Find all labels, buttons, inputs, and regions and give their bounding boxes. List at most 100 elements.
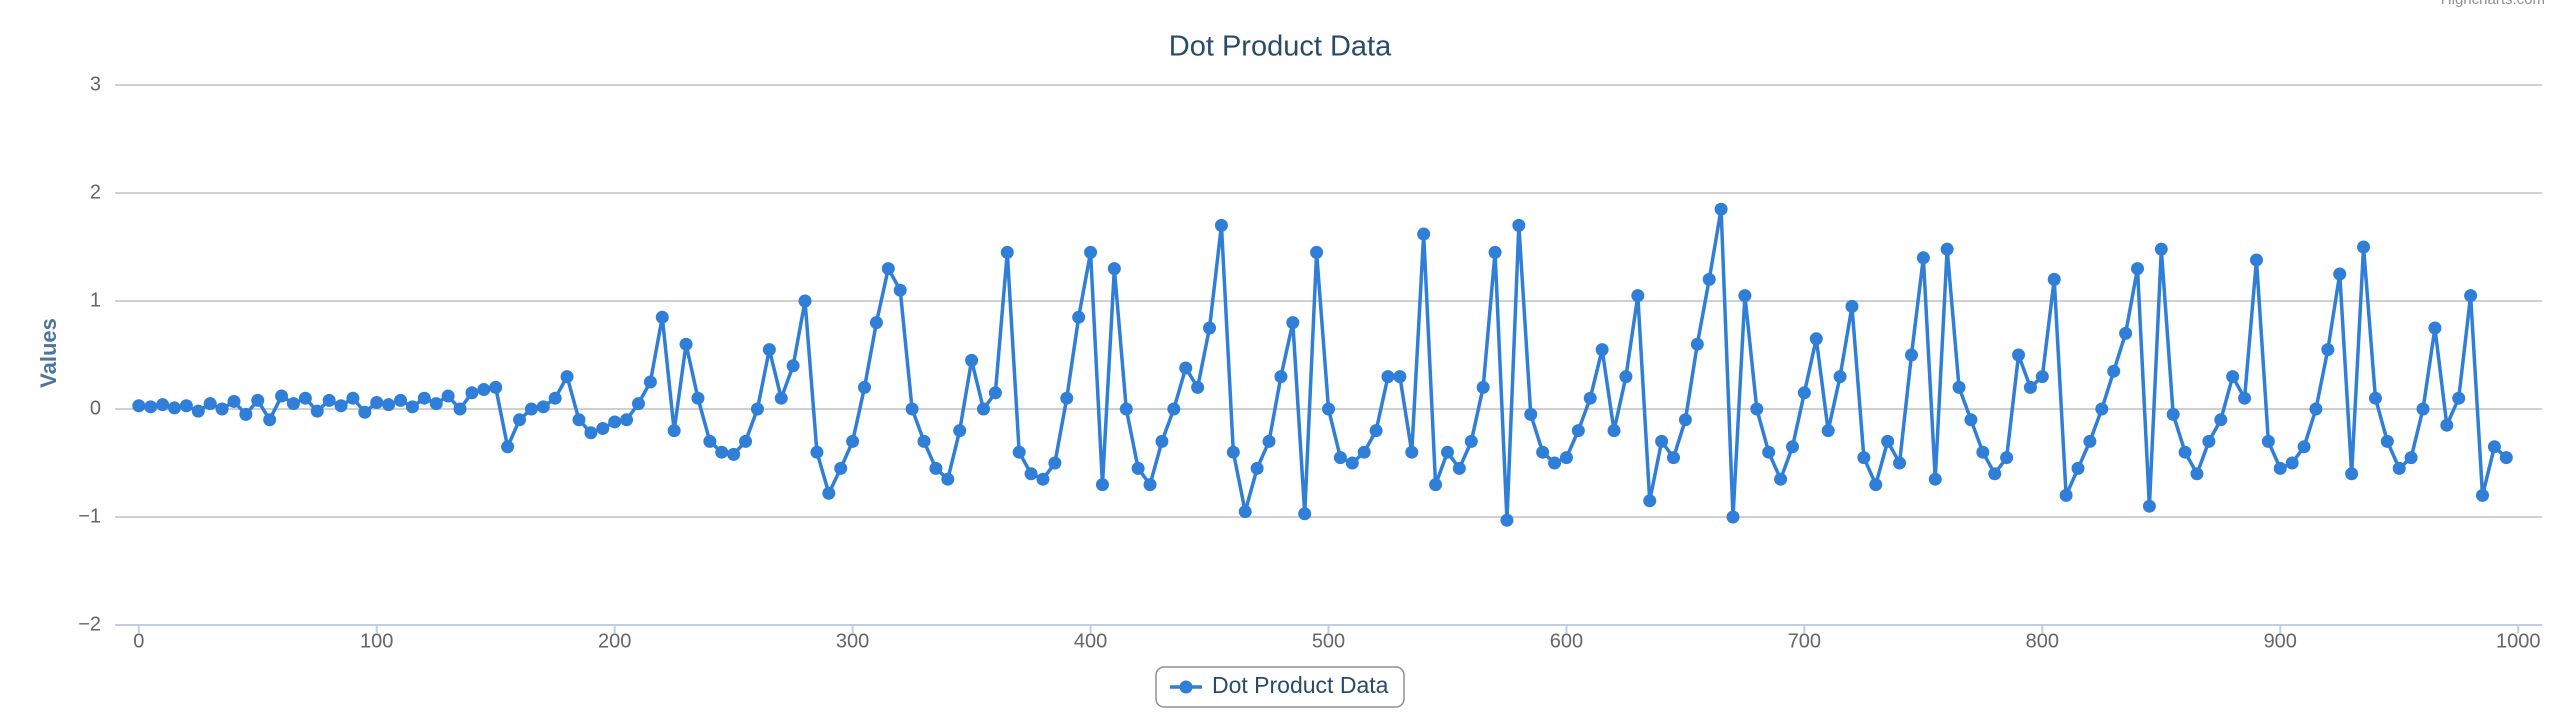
point [1964, 413, 1978, 427]
point [239, 407, 253, 421]
point [655, 310, 669, 324]
point [1072, 310, 1086, 324]
point [251, 393, 265, 407]
point [1631, 289, 1645, 303]
point [346, 391, 360, 405]
point [2476, 488, 2490, 502]
point [1226, 445, 1240, 459]
point [441, 389, 455, 403]
point [1571, 424, 1585, 438]
point [631, 397, 645, 411]
x-tick-label: 100 [360, 630, 393, 652]
point [1619, 370, 1633, 384]
point [2238, 391, 2252, 405]
point [715, 445, 729, 459]
point [429, 397, 443, 411]
point [1667, 451, 1681, 465]
point [2499, 451, 2513, 465]
point [1916, 251, 1930, 265]
point [1333, 451, 1347, 465]
point [1048, 456, 1062, 470]
credits[interactable]: Highcharts.com [2441, 0, 2545, 8]
point [358, 405, 372, 419]
point [2392, 461, 2406, 475]
point [156, 398, 170, 412]
point [1607, 424, 1621, 438]
point [1833, 370, 1847, 384]
point [1060, 391, 1074, 405]
point [1512, 218, 1526, 232]
x-tick-label: 700 [1788, 630, 1821, 652]
y-tick-label: −1 [78, 505, 101, 527]
point [2119, 326, 2133, 340]
point [2452, 391, 2466, 405]
point [286, 397, 300, 411]
point [976, 402, 990, 416]
point [596, 421, 610, 435]
point [310, 404, 324, 418]
point [1785, 440, 1799, 454]
point [2321, 343, 2335, 357]
legend-box [1155, 666, 1405, 708]
point [2071, 461, 2085, 475]
point [1809, 332, 1823, 346]
point [560, 370, 574, 384]
point [1214, 218, 1228, 232]
point [1738, 289, 1752, 303]
point [1191, 380, 1205, 394]
point [2059, 488, 2073, 502]
point [275, 389, 289, 403]
point [1678, 413, 1692, 427]
point [1548, 456, 1562, 470]
x-tick-label: 800 [2026, 630, 2059, 652]
point [1036, 472, 1050, 486]
y-tick-label: 2 [90, 181, 101, 203]
point [798, 294, 812, 308]
point [988, 386, 1002, 400]
point [1655, 434, 1669, 448]
y-tick-label: 1 [90, 289, 101, 311]
point [667, 424, 681, 438]
point [1869, 478, 1883, 492]
point [1690, 337, 1704, 351]
point [1440, 445, 1454, 459]
point [2095, 402, 2109, 416]
point [893, 283, 907, 297]
point [1750, 402, 1764, 416]
legend-label[interactable]: Dot Product Data [1212, 672, 1389, 698]
point [691, 391, 705, 405]
point [1298, 507, 1312, 521]
point [1274, 370, 1288, 384]
point [489, 380, 503, 394]
x-tick-label: 300 [836, 630, 869, 652]
point [1714, 202, 1728, 216]
point [548, 391, 562, 405]
point [1464, 434, 1478, 448]
point [2035, 370, 2049, 384]
point [917, 434, 931, 448]
y-tick-label: 0 [90, 397, 101, 419]
point [1131, 461, 1145, 475]
point [1904, 348, 1918, 362]
point [1179, 361, 1193, 375]
point [1381, 370, 1395, 384]
point [905, 402, 919, 416]
point [608, 415, 622, 429]
point [1203, 321, 1217, 335]
point [382, 398, 396, 412]
x-tick-label: 900 [2264, 630, 2297, 652]
y-tick-label: 3 [90, 73, 101, 95]
point [2012, 348, 2026, 362]
point [2131, 262, 2144, 276]
point [1393, 370, 1407, 384]
point [2464, 289, 2478, 303]
x-tick-label: 600 [1550, 630, 1583, 652]
point [524, 402, 538, 416]
x-tick-label: 1000 [2496, 630, 2541, 652]
x-tick-label: 200 [598, 630, 631, 652]
point [2142, 499, 2156, 513]
point [477, 383, 491, 397]
point [2380, 434, 2394, 448]
point [1322, 402, 1335, 416]
point [1155, 434, 1169, 448]
